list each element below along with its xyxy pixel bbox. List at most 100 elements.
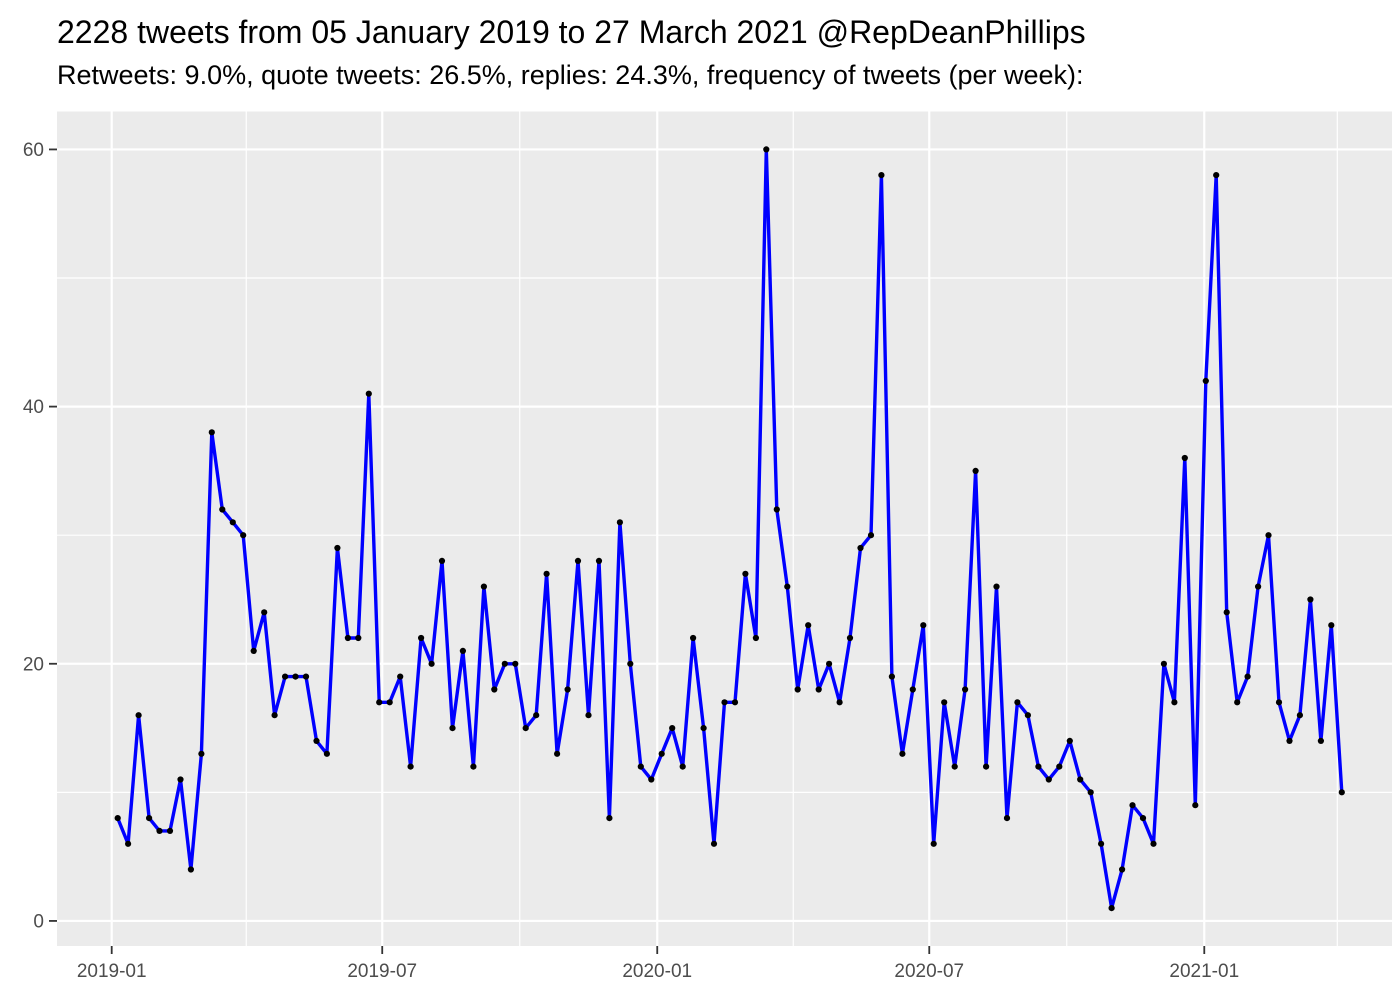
data-point: [794, 686, 801, 693]
data-point: [993, 583, 1000, 590]
data-point: [836, 699, 843, 706]
data-point: [1119, 866, 1126, 873]
data-point: [669, 725, 676, 732]
data-point: [302, 673, 310, 680]
data-point: [627, 660, 634, 667]
data-point: [1035, 763, 1042, 770]
data-point: [1338, 789, 1345, 796]
data-point: [1328, 622, 1335, 629]
data-point: [166, 827, 174, 835]
data-point: [941, 699, 948, 706]
data-point: [459, 647, 466, 655]
data-point: [1150, 840, 1157, 847]
data-point: [878, 172, 885, 179]
data-point: [1286, 737, 1293, 745]
data-point: [637, 763, 644, 770]
data-point: [146, 815, 153, 822]
data-point: [1024, 712, 1031, 719]
data-point: [1160, 660, 1167, 667]
data-point: [888, 673, 896, 680]
data-point: [187, 866, 194, 873]
data-point: [125, 840, 132, 847]
data-point: [386, 699, 393, 706]
data-point: [313, 737, 320, 745]
data-point: [1045, 776, 1052, 783]
x-axis-label: 2021-01: [1169, 961, 1239, 982]
axis-labels: 0 20 40 60 2019-01 2019-07 2020-01 2020-07 2021-…: [23, 140, 1239, 982]
data-point: [951, 763, 958, 770]
data-point: [261, 609, 268, 616]
data-point: [763, 146, 770, 153]
data-point: [219, 506, 226, 513]
y-axis-label: 20: [23, 654, 44, 675]
data-point: [1077, 776, 1084, 783]
data-point: [1244, 673, 1251, 680]
data-point: [899, 750, 906, 757]
data-point: [616, 519, 624, 526]
data-point: [1307, 596, 1314, 603]
data-point: [909, 686, 916, 693]
data-point: [334, 544, 341, 552]
chart-title: 2228 tweets from 05 January 2019 to 27 M…: [57, 14, 1086, 50]
data-point: [240, 532, 247, 539]
data-point: [679, 763, 686, 770]
data-point: [1108, 905, 1115, 912]
data-point: [846, 634, 854, 642]
data-point: [1275, 699, 1283, 706]
data-point: [1317, 737, 1324, 745]
axis-tick-marks: [49, 148, 1206, 954]
data-point: [1066, 737, 1073, 745]
data-point: [690, 634, 697, 642]
data-point: [1223, 609, 1230, 616]
data-point: [700, 725, 707, 732]
data-point: [365, 390, 372, 397]
data-point: [721, 699, 728, 706]
data-point: [376, 699, 383, 706]
data-point: [920, 622, 927, 629]
data-point: [135, 712, 142, 719]
tweets-per-week-line: [115, 147, 1344, 910]
data-point: [407, 763, 414, 770]
data-point: [491, 686, 498, 693]
chart-subtitle: Retweets: 9.0%, quote tweets: 26.5%, rep…: [57, 60, 1084, 90]
data-point: [1098, 840, 1105, 847]
data-point: [773, 506, 780, 513]
data-point: [229, 519, 236, 526]
data-point: [784, 583, 791, 590]
data-point: [983, 763, 990, 770]
data-point: [1234, 699, 1241, 706]
data-point: [574, 557, 582, 565]
data-point: [470, 763, 477, 770]
data-point: [512, 660, 519, 667]
data-point: [533, 712, 540, 719]
data-point: [355, 634, 362, 642]
gridlines-minor: [57, 111, 1392, 946]
data-point: [323, 750, 330, 757]
data-point: [930, 840, 937, 847]
data-point: [543, 570, 550, 577]
data-point: [438, 557, 446, 565]
data-point: [1255, 583, 1262, 590]
data-point: [250, 647, 257, 655]
data-point: [1265, 532, 1272, 539]
data-point: [742, 570, 749, 577]
data-point: [648, 776, 655, 783]
data-point: [1003, 815, 1011, 822]
data-point: [114, 815, 121, 822]
data-point: [501, 660, 508, 667]
x-axis-label: 2019-07: [347, 961, 417, 982]
data-point: [397, 673, 404, 680]
data-point: [344, 634, 351, 642]
data-point: [1296, 712, 1303, 719]
data-point: [554, 750, 561, 757]
data-point: [198, 750, 205, 757]
data-point: [595, 557, 603, 565]
data-point: [428, 660, 435, 667]
x-axis-label: 2020-07: [894, 961, 964, 982]
y-axis-label: 40: [23, 397, 44, 418]
data-point: [1139, 815, 1147, 822]
data-point: [522, 725, 529, 732]
data-point: [208, 429, 215, 436]
